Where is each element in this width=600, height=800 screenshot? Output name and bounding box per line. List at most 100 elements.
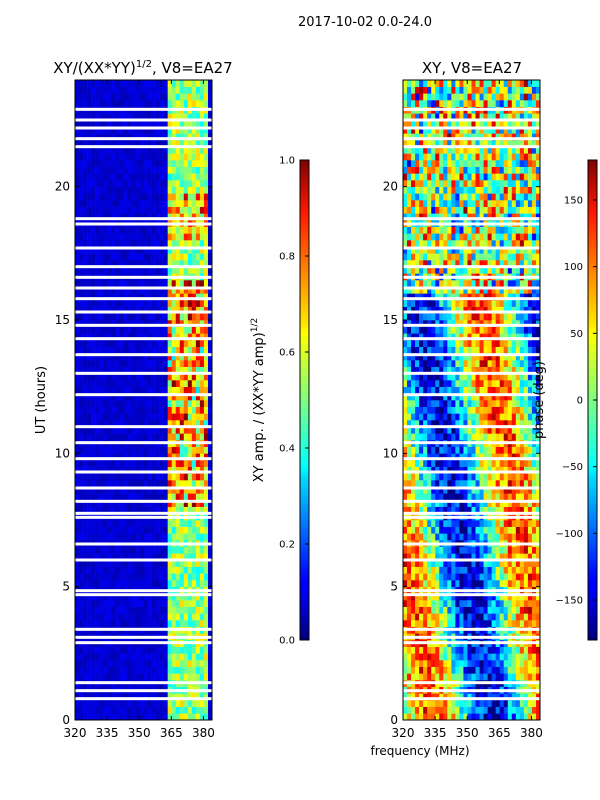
heatmap-cell bbox=[123, 246, 128, 254]
heatmap-cell bbox=[195, 393, 201, 401]
heatmap-cell bbox=[511, 593, 517, 601]
heatmap-cell bbox=[503, 526, 509, 534]
heatmap-cell bbox=[419, 593, 424, 601]
heatmap-cell bbox=[419, 700, 424, 707]
heatmap-cell bbox=[135, 666, 140, 674]
heatmap-cell bbox=[203, 693, 209, 701]
heatmap-cell bbox=[131, 186, 136, 194]
heatmap-cell bbox=[119, 100, 124, 107]
heatmap-cell bbox=[199, 433, 205, 441]
heatmap-cell bbox=[151, 613, 156, 621]
heatmap-cell bbox=[159, 280, 164, 287]
heatmap-cell bbox=[171, 93, 177, 101]
heatmap-cell bbox=[203, 660, 209, 667]
heatmap-cell bbox=[111, 313, 116, 321]
heatmap-cell bbox=[151, 386, 156, 394]
heatmap-cell bbox=[495, 666, 501, 674]
heatmap-cell bbox=[419, 673, 424, 681]
heatmap-cell bbox=[519, 653, 525, 661]
heatmap-cell bbox=[535, 453, 541, 461]
heatmap-cell bbox=[123, 253, 128, 261]
heatmap-cell bbox=[179, 520, 185, 527]
heatmap-cell bbox=[507, 480, 513, 487]
heatmap-cell bbox=[427, 600, 432, 607]
heatmap-cell bbox=[155, 433, 160, 441]
heatmap-cell bbox=[143, 526, 148, 534]
heatmap-cell bbox=[423, 500, 428, 507]
heatmap-cell bbox=[479, 486, 484, 494]
heatmap-cell bbox=[447, 420, 452, 427]
heatmap-cell bbox=[131, 240, 136, 247]
heatmap-cell bbox=[135, 613, 140, 621]
heatmap-cell bbox=[531, 706, 537, 714]
heatmap-cell bbox=[423, 533, 428, 541]
heatmap-cell bbox=[523, 606, 529, 614]
heatmap-cell bbox=[183, 606, 189, 614]
heatmap-cell bbox=[463, 473, 468, 481]
heatmap-cell bbox=[127, 660, 132, 667]
heatmap-cell bbox=[151, 226, 156, 234]
heatmap-cell bbox=[479, 646, 484, 654]
heatmap-cell bbox=[439, 506, 444, 514]
heatmap-cell bbox=[95, 520, 100, 527]
heatmap-cell bbox=[187, 93, 193, 101]
heatmap-cell bbox=[151, 366, 156, 374]
heatmap-cell bbox=[87, 193, 92, 201]
heatmap-cell bbox=[103, 593, 108, 601]
heatmap-cell bbox=[159, 660, 164, 667]
heatmap-cell bbox=[159, 400, 164, 407]
heatmap-cell bbox=[523, 713, 529, 721]
heatmap-cell bbox=[403, 460, 408, 467]
heatmap-cell bbox=[175, 280, 181, 287]
heatmap-cell bbox=[155, 233, 160, 241]
heatmap-cell bbox=[127, 506, 132, 514]
heatmap-cell bbox=[87, 606, 92, 614]
heatmap-cell bbox=[103, 120, 108, 127]
heatmap-cell bbox=[127, 100, 132, 107]
heatmap-cell bbox=[487, 446, 492, 454]
heatmap-cell bbox=[175, 693, 181, 701]
heatmap-cell bbox=[503, 480, 509, 487]
heatmap-cell bbox=[179, 493, 185, 501]
heatmap-cell bbox=[91, 266, 96, 274]
heatmap-cell bbox=[159, 453, 164, 461]
heatmap-cell bbox=[75, 653, 80, 661]
heatmap-cell bbox=[467, 420, 472, 427]
heatmap-cell bbox=[459, 706, 464, 714]
heatmap-cell bbox=[471, 420, 476, 427]
heatmap-cell bbox=[191, 160, 197, 167]
heatmap-cell bbox=[107, 346, 112, 354]
heatmap-cell bbox=[195, 546, 201, 554]
heatmap-cell bbox=[191, 360, 197, 367]
heatmap-cell bbox=[483, 700, 488, 707]
heatmap-cell bbox=[179, 266, 185, 274]
heatmap-cell bbox=[411, 646, 416, 654]
heatmap-cell bbox=[115, 660, 120, 667]
heatmap-cell bbox=[191, 260, 197, 267]
heatmap-cell bbox=[171, 486, 177, 494]
heatmap-cell bbox=[187, 400, 193, 407]
heatmap-cell bbox=[423, 466, 428, 474]
heatmap-cell bbox=[99, 346, 104, 354]
heatmap-cell bbox=[175, 600, 181, 607]
heatmap-cell bbox=[527, 566, 533, 574]
heatmap-cell bbox=[471, 706, 476, 714]
heatmap-cell bbox=[119, 173, 124, 181]
heatmap-cell bbox=[111, 420, 116, 427]
heatmap-cell bbox=[159, 320, 164, 327]
heatmap-cell bbox=[443, 700, 448, 707]
heatmap-cell bbox=[423, 473, 428, 481]
heatmap-cell bbox=[95, 480, 100, 487]
heatmap-cell bbox=[439, 580, 444, 587]
heatmap-cell bbox=[403, 500, 408, 507]
heatmap-cell bbox=[175, 360, 181, 367]
heatmap-cell bbox=[427, 673, 432, 681]
heatmap-cell bbox=[127, 140, 132, 147]
heatmap-cell bbox=[483, 566, 488, 574]
heatmap-cell bbox=[139, 306, 144, 314]
heatmap-cell bbox=[191, 653, 197, 661]
heatmap-cell bbox=[75, 360, 80, 367]
heatmap-cell bbox=[131, 600, 136, 607]
heatmap-cell bbox=[199, 666, 205, 674]
heatmap-cell bbox=[155, 520, 160, 527]
